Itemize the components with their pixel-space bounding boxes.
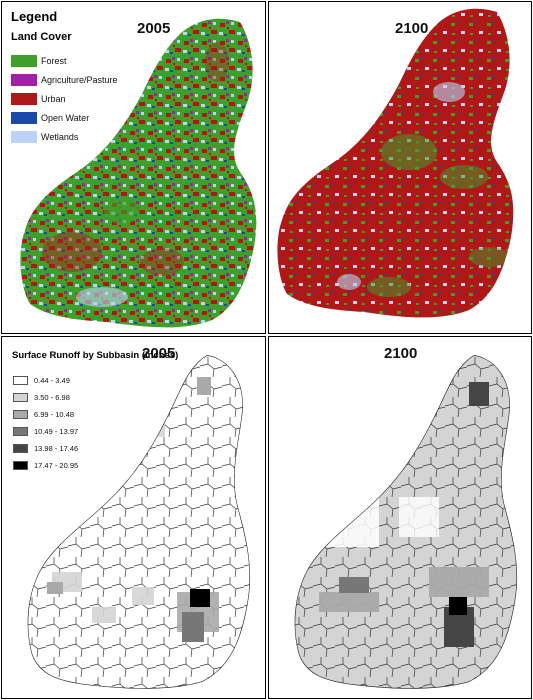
legend-label: Forest	[41, 56, 67, 66]
legend-label: Wetlands	[41, 132, 79, 142]
forest-swatch	[11, 55, 37, 67]
runoff-swatch	[13, 461, 28, 470]
runoff-legend-item: 17.47 - 20.95	[13, 460, 78, 471]
legend-label: Agriculture/Pasture	[41, 75, 118, 85]
runoff-swatch	[13, 444, 28, 453]
legend-subtitle: Land Cover	[11, 31, 72, 43]
runoff-2005-map	[27, 355, 251, 689]
runoff-legend-item: 13.98 - 17.46	[13, 443, 78, 454]
land-cover-2100-panel: 2100	[268, 1, 532, 334]
runoff-legend-title: Surface Runoff by Subbasin (inches)	[12, 350, 179, 361]
open-water-swatch	[11, 112, 37, 124]
runoff-legend-label: 0.44 - 3.49	[34, 376, 70, 385]
runoff-swatch	[13, 393, 28, 402]
runoff-legend-item: 0.44 - 3.49	[13, 375, 70, 386]
runoff-2005-panel: Surface Runoff by Subbasin (inches) 0.44…	[1, 336, 266, 699]
legend-label: Open Water	[41, 113, 90, 123]
legend-item-wetlands: Wetlands	[11, 130, 78, 144]
land-cover-2005-map	[20, 18, 257, 328]
runoff-swatch	[13, 427, 28, 436]
legend-label: Urban	[41, 94, 66, 104]
runoff-swatch	[13, 410, 28, 419]
runoff-2100-map	[294, 355, 518, 689]
runoff-legend-label: 3.50 - 6.98	[34, 393, 70, 402]
runoff-swatch	[13, 376, 28, 385]
year-label: 2100	[395, 20, 429, 37]
runoff-legend-label: 17.47 - 20.95	[34, 461, 79, 470]
year-label: 2100	[384, 345, 418, 362]
land-cover-2005-panel: Legend Land Cover Forest Agriculture/Pas…	[1, 1, 266, 334]
land-cover-2100-map	[277, 8, 514, 318]
year-label: 2005	[137, 20, 171, 37]
runoff-2100-panel: 2100	[268, 336, 532, 699]
legend-item-agriculture: Agriculture/Pasture	[11, 73, 118, 87]
year-label: 2005	[142, 345, 176, 362]
legend-item-open-water: Open Water	[11, 111, 89, 125]
runoff-legend-item: 6.99 - 10.48	[13, 409, 74, 420]
runoff-legend-item: 10.49 - 13.97	[13, 426, 78, 437]
runoff-legend-label: 6.99 - 10.48	[34, 410, 75, 419]
legend-item-urban: Urban	[11, 92, 66, 106]
legend-title: Legend	[11, 9, 58, 24]
runoff-legend-item: 3.50 - 6.98	[13, 392, 70, 403]
runoff-legend-label: 13.98 - 17.46	[34, 444, 79, 453]
wetlands-swatch	[11, 131, 37, 143]
legend-item-forest: Forest	[11, 54, 67, 68]
agriculture-swatch	[11, 74, 37, 86]
runoff-legend-label: 10.49 - 13.97	[34, 427, 79, 436]
urban-swatch	[11, 93, 37, 105]
